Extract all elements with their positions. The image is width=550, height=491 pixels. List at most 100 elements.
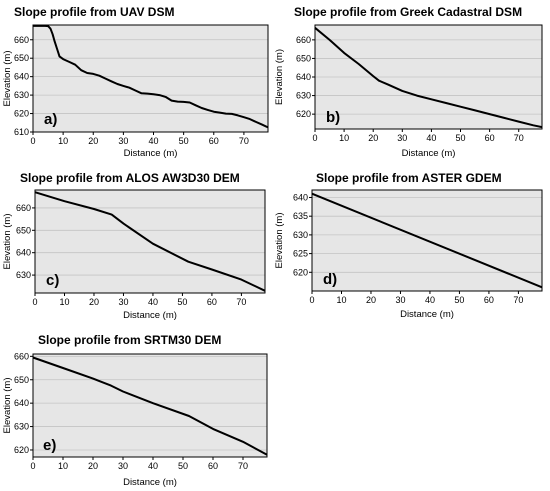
chart-title: Slope profile from ASTER GDEM (316, 171, 502, 185)
y-tick-label: 640 (296, 72, 311, 82)
x-tick-label: 70 (513, 295, 523, 305)
chart-svg-a: Slope profile from UAV DSM 610 620 630 640 65… (2, 5, 269, 159)
panel-label: b) (326, 109, 340, 126)
x-tick-label: 60 (208, 461, 218, 471)
x-tick-label: 30 (118, 136, 128, 146)
chart-panel-d: Slope profile from ASTER GDEM 620 625 630 63… (272, 164, 550, 324)
x-tick-label: 40 (149, 136, 159, 146)
x-tick-label: 10 (339, 133, 349, 143)
y-tick-label: 620 (296, 109, 311, 119)
x-tick-label: 30 (118, 297, 128, 307)
y-tick-label: 620 (14, 109, 29, 119)
x-tick-label: 20 (88, 136, 98, 146)
chart-svg-e: Slope profile from SRTM30 DEM 620 630 640 65… (2, 333, 268, 488)
y-tick-label: 610 (14, 127, 29, 137)
x-axis-label: Distance (m) (400, 309, 454, 320)
chart-svg-c: Slope profile from ALOS AW3D30 DEM 630 640… (2, 171, 266, 321)
chart-panel-b: Slope profile from Greek Cadastral DSM 62… (272, 0, 550, 163)
y-tick-label: 630 (296, 91, 311, 101)
x-tick-label: 0 (30, 136, 35, 146)
x-axis-label: Distance (m) (123, 477, 177, 488)
y-tick-label: 660 (14, 35, 29, 45)
x-tick-label: 40 (426, 133, 436, 143)
y-tick-label: 660 (16, 203, 31, 213)
x-tick-label: 50 (178, 461, 188, 471)
panel-label: c) (46, 272, 59, 289)
y-tick-label: 620 (293, 267, 308, 277)
y-tick-label: 650 (16, 225, 31, 235)
x-tick-label: 40 (148, 297, 158, 307)
x-tick-label: 70 (236, 297, 246, 307)
x-tick-label: 40 (425, 295, 435, 305)
chart-title: Slope profile from ALOS AW3D30 DEM (20, 171, 240, 185)
y-axis-label: Elevation (m) (274, 213, 285, 269)
x-tick-label: 20 (89, 297, 99, 307)
chart-panel-e: Slope profile from SRTM30 DEM 620 630 640 65… (0, 328, 275, 491)
y-tick-label: 650 (14, 53, 29, 63)
panel-label: a) (44, 111, 57, 128)
x-tick-label: 10 (336, 295, 346, 305)
chart-svg-b: Slope profile from Greek Cadastral DSM 62… (274, 5, 543, 159)
y-tick-label: 650 (14, 375, 29, 385)
x-tick-label: 60 (209, 136, 219, 146)
panel-label: d) (323, 271, 337, 288)
chart-title: Slope profile from Greek Cadastral DSM (294, 5, 522, 19)
chart-title: Slope profile from SRTM30 DEM (38, 333, 221, 347)
chart-panel-c: Slope profile from ALOS AW3D30 DEM 630 640… (0, 164, 275, 324)
y-tick-label: 635 (293, 211, 308, 221)
y-tick-label: 625 (293, 249, 308, 259)
elevation-profile-line (33, 24, 269, 129)
x-tick-label: 30 (118, 461, 128, 471)
plot-area (33, 25, 268, 132)
y-tick-label: 660 (14, 351, 29, 361)
x-axis-label: Distance (m) (124, 148, 178, 159)
x-tick-label: 50 (456, 133, 466, 143)
x-tick-label: 50 (177, 297, 187, 307)
y-axis-label: Elevation (m) (2, 214, 13, 270)
y-tick-label: 630 (14, 90, 29, 100)
y-tick-label: 630 (16, 270, 31, 280)
x-tick-label: 0 (309, 295, 314, 305)
chart-title: Slope profile from UAV DSM (14, 5, 174, 19)
x-tick-label: 0 (30, 461, 35, 471)
y-axis-label: Elevation (m) (274, 49, 285, 105)
x-tick-label: 10 (58, 136, 68, 146)
y-tick-label: 640 (14, 72, 29, 82)
x-tick-label: 50 (454, 295, 464, 305)
x-tick-label: 60 (484, 295, 494, 305)
plot-frame (32, 24, 269, 133)
x-axis-label: Distance (m) (402, 148, 456, 159)
x-tick-label: 10 (58, 461, 68, 471)
elevation-profile-line (311, 192, 543, 289)
x-tick-label: 60 (485, 133, 495, 143)
chart-panel-a: Slope profile from UAV DSM 610 620 630 640 65… (0, 0, 275, 163)
y-tick-label: 640 (14, 398, 29, 408)
x-tick-label: 20 (366, 295, 376, 305)
x-tick-label: 50 (179, 136, 189, 146)
panel-label: e) (43, 437, 56, 454)
x-tick-label: 30 (395, 295, 405, 305)
plot-frame (32, 353, 268, 458)
y-axis-label: Elevation (m) (2, 51, 13, 107)
y-tick-label: 650 (296, 53, 311, 63)
x-axis-label: Distance (m) (123, 310, 177, 321)
y-tick-label: 630 (14, 422, 29, 432)
x-tick-label: 70 (238, 461, 248, 471)
y-tick-label: 640 (16, 248, 31, 258)
elevation-profile-line (32, 356, 268, 456)
x-tick-label: 10 (59, 297, 69, 307)
elevation-profile-line (34, 191, 266, 292)
y-tick-label: 630 (293, 230, 308, 240)
x-tick-label: 0 (312, 133, 317, 143)
plot-frame (314, 24, 543, 130)
x-tick-label: 60 (207, 297, 217, 307)
x-tick-label: 20 (368, 133, 378, 143)
plot-frame (311, 189, 543, 292)
y-tick-label: 660 (296, 35, 311, 45)
x-tick-label: 30 (397, 133, 407, 143)
y-tick-label: 620 (14, 445, 29, 455)
x-tick-label: 70 (514, 133, 524, 143)
x-tick-label: 0 (32, 297, 37, 307)
y-tick-label: 640 (293, 192, 308, 202)
chart-svg-d: Slope profile from ASTER GDEM 620 625 630 63… (274, 171, 543, 320)
